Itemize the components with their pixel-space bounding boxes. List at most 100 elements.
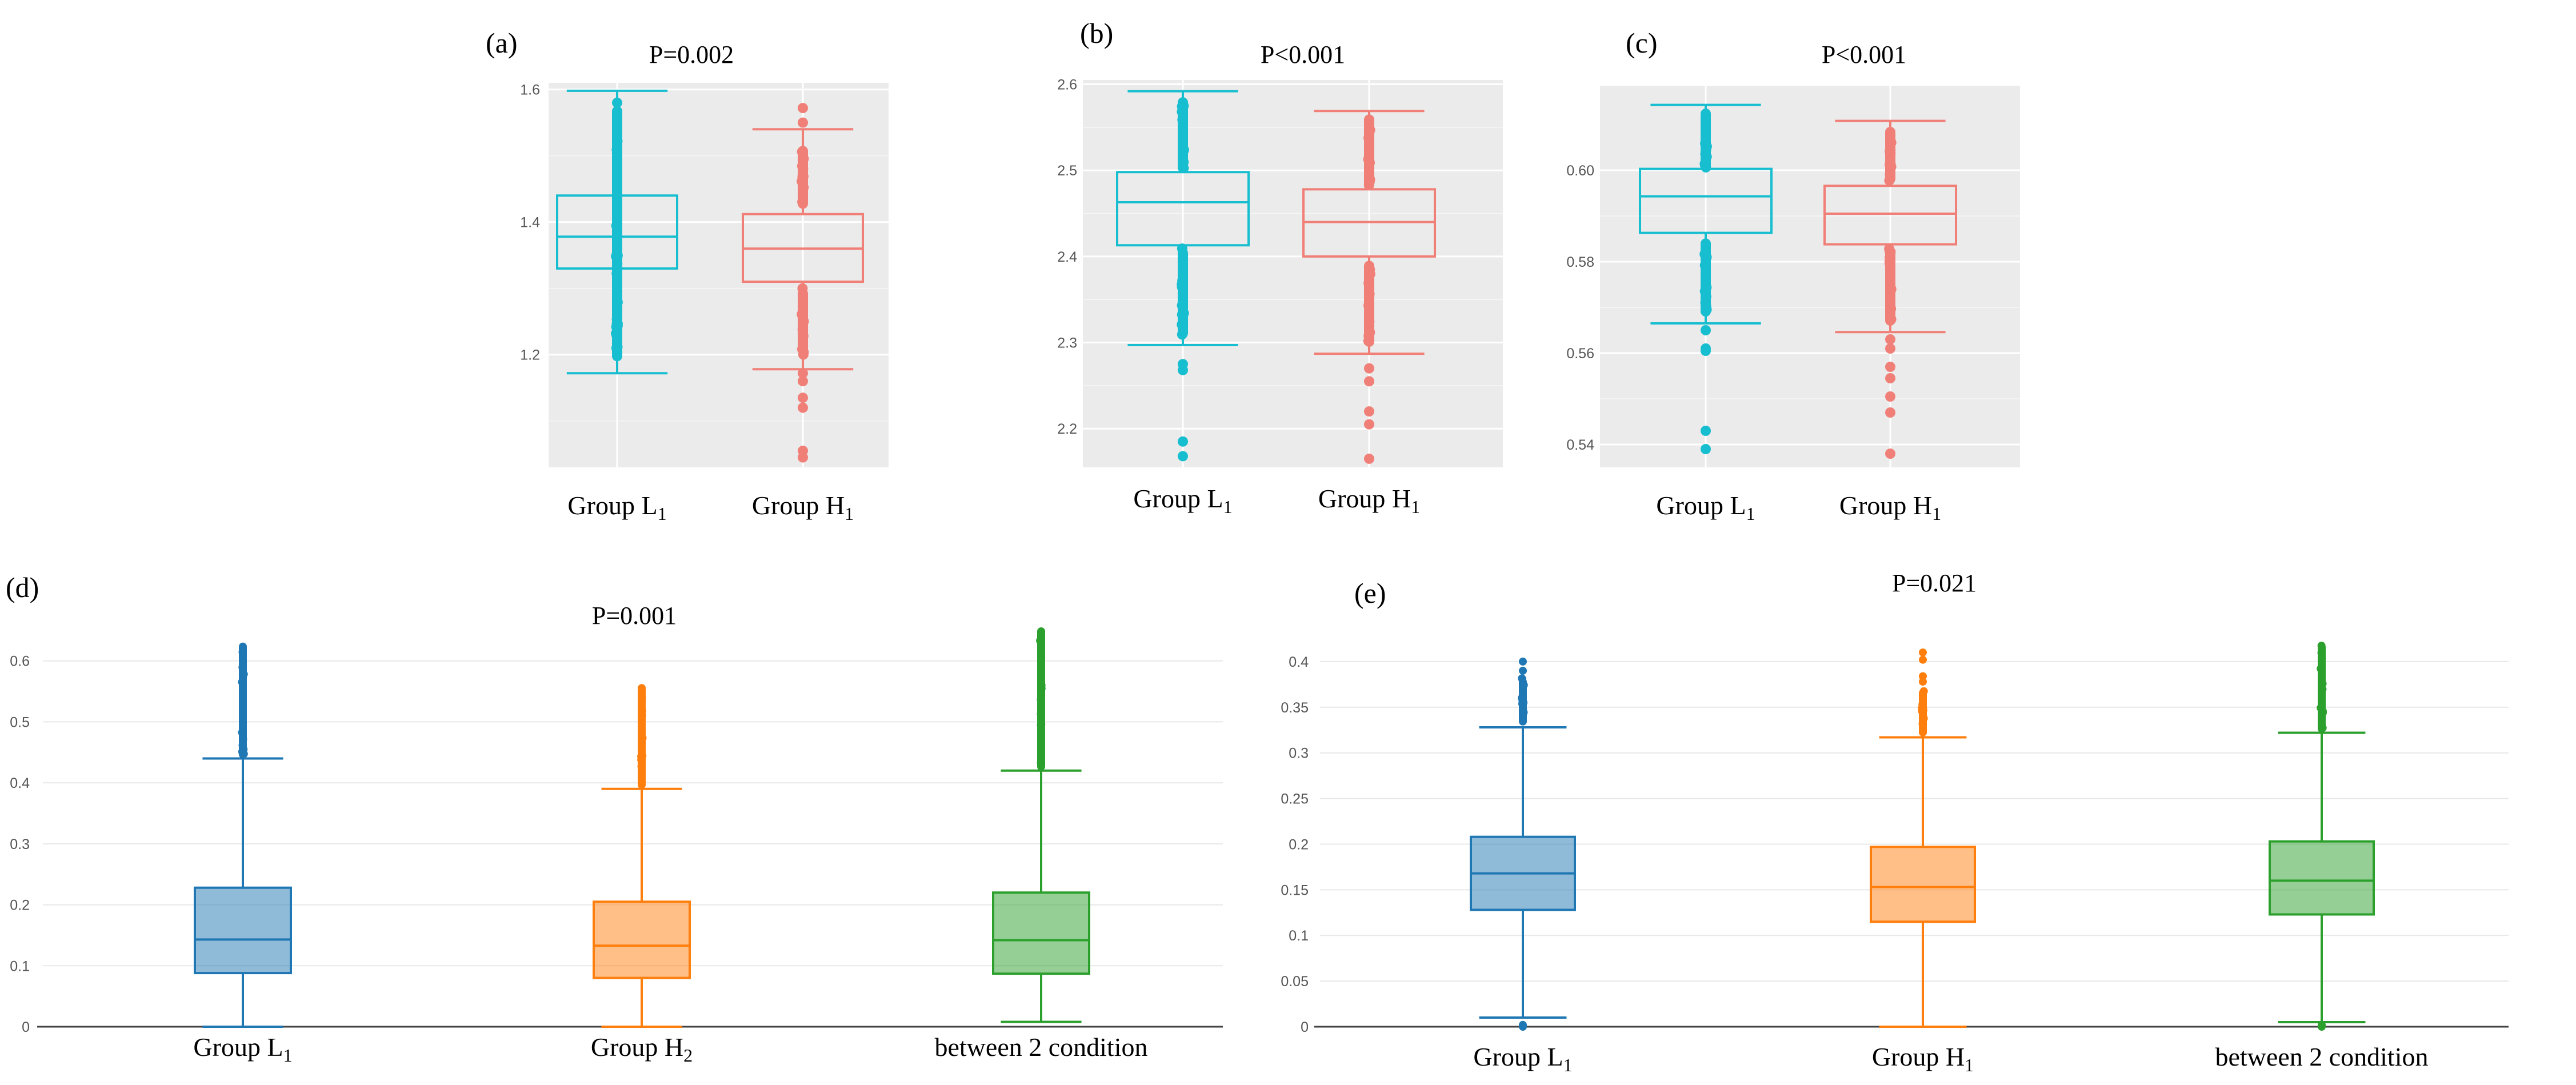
x-category-label: Group H1: [752, 491, 854, 524]
outlier-point: [612, 111, 622, 122]
outlier-point: [1885, 407, 1895, 418]
outlier-point: [1363, 154, 1374, 165]
outlier-point: [1519, 681, 1528, 690]
y-tick-label: 0.56: [1566, 346, 1594, 362]
box-3: [2269, 642, 2375, 1031]
outlier-point: [611, 221, 622, 231]
outlier-point: [1519, 666, 1527, 675]
outlier-point: [1700, 238, 1711, 249]
box-2: [1870, 648, 1976, 1028]
outlier-point: [612, 339, 622, 350]
y-tick-label: 0.05: [1281, 974, 1309, 990]
outlier-point: [1699, 260, 1710, 271]
y-tick-label: 0.3: [10, 836, 30, 852]
outlier-point: [1919, 678, 1927, 686]
y-tick-label: 0.25: [1281, 791, 1309, 807]
panel-a: (a) P=0.002 1.2 1.4 1.6 Group L1 Group H1: [486, 27, 889, 524]
outlier-point: [1364, 406, 1374, 417]
p-value-title: P=0.002: [649, 41, 734, 69]
y-tick-label: 0.1: [10, 958, 30, 974]
outlier-point: [797, 161, 807, 171]
outlier-point: [797, 344, 807, 355]
outlier-point: [1885, 343, 1895, 354]
y-tick-label: 2.3: [1057, 335, 1077, 351]
y-tick-label: 2.6: [1057, 77, 1077, 93]
outlier-point: [798, 117, 808, 128]
outlier-point: [1037, 759, 1045, 767]
outlier-point: [798, 376, 808, 387]
outlier-point: [1363, 144, 1374, 155]
y-tick-label: 0.3: [1289, 746, 1309, 762]
outlier-point: [1177, 162, 1188, 173]
outlier-point: [1177, 309, 1187, 320]
outlier-point: [1886, 283, 1897, 294]
outlier-point: [1886, 137, 1897, 148]
box-1: [1116, 90, 1250, 462]
outlier-point: [637, 755, 646, 764]
x-category-label: Group L1: [567, 491, 666, 524]
outlier-point: [238, 648, 247, 656]
y-tick-label: 1.6: [520, 82, 540, 98]
outlier-point: [1037, 695, 1045, 704]
y-tick-label: 0.35: [1281, 700, 1309, 716]
box-iqr: [2269, 840, 2375, 916]
box-3: [992, 627, 1090, 1023]
x-category-label: Group L1: [1133, 484, 1232, 517]
box-2: [593, 684, 691, 1028]
outlier-point: [1519, 657, 1527, 666]
outlier-point: [1885, 169, 1895, 180]
box-2: [742, 103, 864, 463]
outlier-point: [1885, 449, 1895, 459]
p-value-title: P<0.001: [1261, 41, 1345, 69]
y-tick-label: 2.4: [1057, 249, 1077, 265]
p-value-title: P<0.001: [1822, 41, 1906, 69]
y-tick-label: 0.58: [1566, 254, 1594, 270]
outlier-point: [2318, 723, 2327, 732]
y-tick-label: 0.6: [10, 654, 30, 670]
outlier-point: [1364, 363, 1374, 374]
outlier-point: [1919, 687, 1928, 695]
outlier-point: [1885, 334, 1895, 345]
plot-background: [1600, 86, 2020, 467]
outlier-point: [798, 103, 808, 114]
panel-b: (b) P<0.001 2.2 2.3 2.4 2.5 2.6 Group L1 Group H…: [1057, 17, 1503, 517]
y-tick-label: 0.2: [1289, 836, 1309, 852]
outlier-point: [638, 707, 646, 715]
panel-label: (b): [1080, 17, 1113, 49]
x-category-label: Group H1: [1839, 491, 1941, 524]
outlier-point: [1701, 343, 1711, 354]
box-1: [1639, 103, 1773, 454]
outlier-point: [612, 97, 622, 108]
x-category-label: Group H1: [1318, 484, 1420, 517]
outlier-point: [1364, 316, 1375, 327]
x-category-label: between 2 condition: [934, 1032, 1147, 1062]
outlier-point: [798, 402, 808, 413]
outlier-point: [638, 734, 647, 742]
outlier-point: [798, 445, 808, 456]
outlier-point: [1886, 303, 1897, 314]
panel-c: (c) P<0.001 0.54 0.56 0.58 0.60 Group L1 Group …: [1566, 27, 2020, 524]
outlier-point: [1884, 243, 1895, 254]
panel-label: (d): [6, 571, 39, 603]
outlier-point: [1178, 145, 1189, 156]
outlier-point: [1365, 174, 1375, 185]
outlier-point: [1364, 289, 1375, 299]
outlier-point: [1919, 648, 1927, 656]
y-tick-label: 0.60: [1566, 163, 1594, 179]
x-category-label: Group H1: [1872, 1042, 1974, 1075]
outlier-point: [1919, 714, 1928, 723]
outlier-point: [239, 735, 247, 743]
outlier-point: [2317, 664, 2325, 673]
outlier-point: [1177, 329, 1187, 340]
outlier-point: [2318, 1020, 2326, 1029]
outlier-point: [797, 174, 808, 185]
outlier-point: [1700, 146, 1711, 157]
outlier-point: [797, 324, 808, 335]
outlier-point: [1885, 252, 1895, 263]
outlier-point: [238, 678, 246, 686]
y-tick-label: 0.5: [10, 714, 30, 730]
outlier-point: [1885, 362, 1895, 372]
outlier-point: [638, 694, 646, 702]
outlier-point: [637, 713, 646, 722]
outlier-point: [1885, 148, 1896, 159]
